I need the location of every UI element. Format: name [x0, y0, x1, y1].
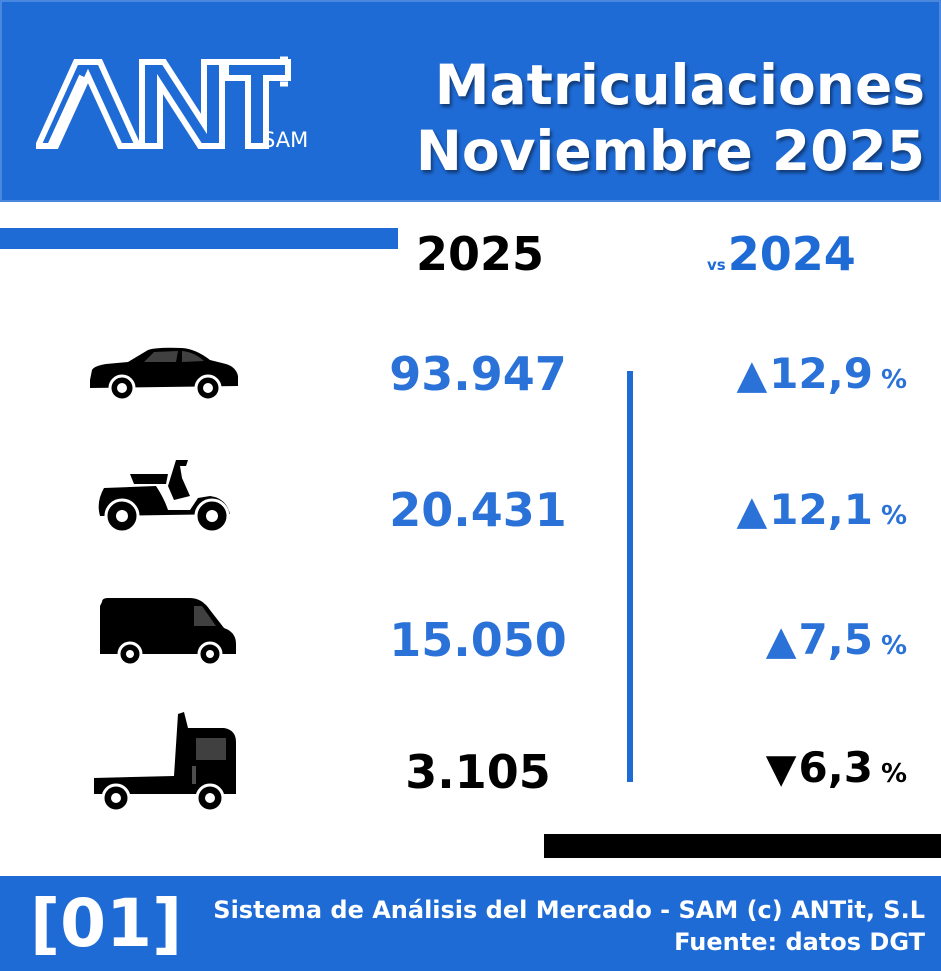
footer-credit: Sistema de Análisis del Mercado - SAM (c…: [213, 896, 925, 924]
title-line-2: Noviembre 2025: [415, 119, 925, 183]
footer-text: Sistema de Análisis del Mercado - SAM (c…: [213, 894, 925, 958]
car-change-value: 12,9: [769, 349, 873, 398]
van-registrations-value: 15.050: [389, 613, 567, 667]
car-registrations-value: 93.947: [389, 347, 567, 401]
car-icon: [86, 346, 241, 406]
accent-bar-left: [0, 228, 398, 249]
footer-banner: [01] Sistema de Análisis del Mercado - S…: [0, 876, 941, 971]
arrow-up-icon: ▲: [765, 618, 797, 664]
vs-label: vs: [707, 256, 726, 274]
percent-sign: %: [880, 501, 907, 531]
percent-sign: %: [880, 759, 907, 789]
accent-bar-right: [544, 834, 941, 858]
svg-text:SAM: SAM: [262, 128, 308, 150]
scooter-change-value: 12,1: [769, 485, 873, 534]
percent-sign: %: [880, 631, 907, 661]
header-banner: SAM Matriculaciones Noviembre 2025: [0, 0, 941, 202]
truck-registrations-value: 3.105: [405, 745, 551, 799]
previous-year: 2024: [727, 227, 856, 281]
scooter-icon: [94, 456, 234, 540]
truck-change: ▼6,3%: [647, 740, 907, 802]
column-divider: [627, 371, 633, 782]
car-change: ▲12,9%: [647, 346, 907, 408]
ant-logo: SAM: [33, 54, 316, 154]
scooter-change: ▲12,1%: [647, 482, 907, 544]
van-change: ▲7,5%: [647, 612, 907, 674]
current-year-heading: 2025: [416, 227, 545, 281]
arrow-down-icon: ▼: [765, 746, 797, 792]
van-icon: [98, 596, 238, 672]
slide-number-badge: [01]: [30, 885, 183, 962]
title-line-1: Matriculaciones: [434, 53, 925, 117]
percent-sign: %: [880, 365, 907, 395]
scooter-registrations-value: 20.431: [389, 483, 567, 537]
previous-year-heading: vs 2024: [707, 224, 856, 295]
page-title: Matriculaciones Noviembre 2025: [416, 52, 925, 184]
van-change-value: 7,5: [798, 615, 873, 664]
footer-source: Fuente: datos DGT: [674, 928, 925, 956]
ant-logo-icon: SAM: [33, 56, 308, 152]
truck-icon: [92, 710, 240, 818]
arrow-up-icon: ▲: [736, 352, 768, 398]
arrow-up-icon: ▲: [736, 488, 768, 534]
truck-change-value: 6,3: [798, 743, 873, 792]
